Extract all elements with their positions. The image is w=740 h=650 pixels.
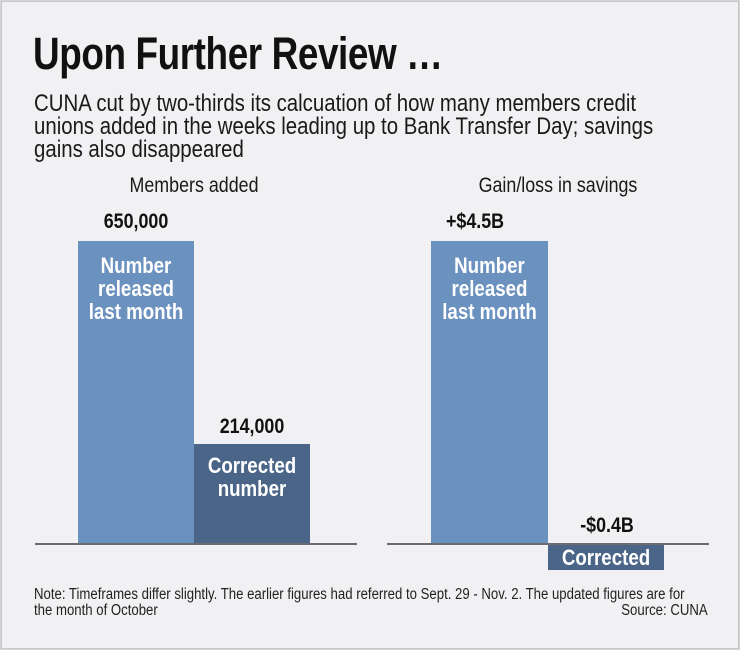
panel-label-savings: Gain/loss in savings <box>478 174 638 197</box>
chart-subtitle: CUNA cut by two-thirds its calcuation of… <box>34 90 654 163</box>
footnote: Note: Timeframes differ slightly. The ea… <box>34 586 685 619</box>
value-label-members-corrected: 214,000 <box>219 415 285 438</box>
bar-text-savings-corrected: Corrected <box>561 545 651 570</box>
x-axis-members <box>35 543 357 545</box>
bar-text-savings-released: Number released last month <box>442 253 537 324</box>
value-label-members-released: 650,000 <box>103 210 169 233</box>
bar-members-released: Number released last month <box>78 241 194 544</box>
bar-savings-released: Number released last month <box>431 241 548 544</box>
bar-text-members-corrected: Corrected number <box>207 453 297 501</box>
x-axis-savings <box>387 543 709 545</box>
bar-savings-corrected: Corrected <box>548 545 664 570</box>
chart-title: Upon Further Review … <box>33 28 443 79</box>
value-label-savings-corrected: -$0.4B <box>580 514 634 537</box>
source-credit: Source: CUNA <box>621 602 708 619</box>
bar-members-corrected: Corrected number <box>194 444 310 544</box>
panel-label-members-added: Members added <box>129 174 259 197</box>
value-label-savings-released: +$4.5B <box>445 210 505 233</box>
bar-text-members-released: Number released last month <box>88 253 184 324</box>
